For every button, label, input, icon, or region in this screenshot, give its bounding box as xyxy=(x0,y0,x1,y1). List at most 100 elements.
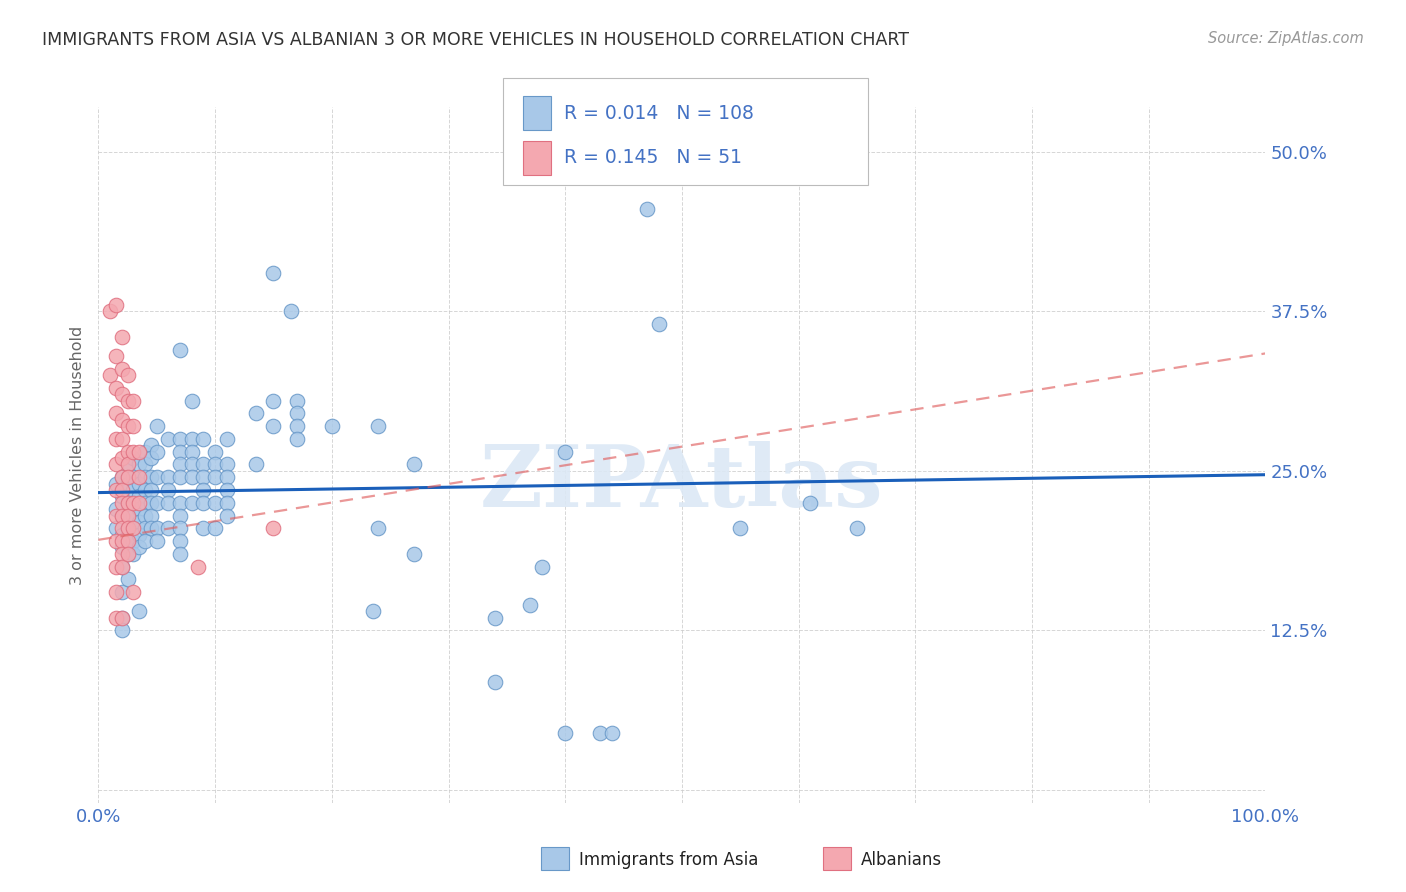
Point xyxy=(111,585,134,599)
Point xyxy=(122,419,145,434)
Point xyxy=(111,508,134,523)
Point xyxy=(117,521,139,535)
Point xyxy=(111,387,134,401)
Point xyxy=(104,432,127,446)
Point xyxy=(122,534,145,549)
Point xyxy=(117,534,139,549)
Point xyxy=(180,496,202,510)
Point xyxy=(111,559,134,574)
Point xyxy=(484,610,506,624)
Point xyxy=(117,470,139,484)
Point xyxy=(117,393,139,408)
Point xyxy=(122,496,145,510)
Point xyxy=(285,419,308,434)
Text: Albanians: Albanians xyxy=(860,851,942,869)
Point xyxy=(104,349,127,363)
Point xyxy=(117,444,139,458)
Point xyxy=(117,508,139,523)
Point xyxy=(180,444,202,458)
Point xyxy=(111,541,134,555)
Point xyxy=(285,393,308,408)
Point xyxy=(647,317,669,331)
Point xyxy=(111,534,134,549)
Point xyxy=(117,547,139,561)
Point xyxy=(134,483,156,497)
Point xyxy=(117,573,139,587)
Text: R = 0.014   N = 108: R = 0.014 N = 108 xyxy=(564,103,754,123)
Point xyxy=(285,432,308,446)
Point xyxy=(117,547,139,561)
Point xyxy=(111,610,134,624)
Point xyxy=(262,419,284,434)
Point xyxy=(169,432,191,446)
Point xyxy=(402,547,425,561)
Point xyxy=(204,470,226,484)
Point xyxy=(128,496,150,510)
Point xyxy=(122,547,145,561)
Point xyxy=(146,496,169,510)
Point xyxy=(157,432,180,446)
Point xyxy=(104,381,127,395)
Point xyxy=(98,304,121,318)
Point xyxy=(215,496,238,510)
Point xyxy=(169,343,191,357)
Point xyxy=(111,483,134,497)
Point xyxy=(139,483,162,497)
Point xyxy=(215,483,238,497)
Point xyxy=(280,304,302,318)
Point xyxy=(111,624,134,638)
Point xyxy=(157,521,180,535)
Point xyxy=(139,496,162,510)
Point xyxy=(104,521,127,535)
Point xyxy=(361,604,384,618)
Point xyxy=(104,502,127,516)
Point xyxy=(134,458,156,472)
Point xyxy=(104,298,127,312)
Point xyxy=(128,490,150,504)
Point xyxy=(134,444,156,458)
Point xyxy=(134,521,156,535)
Point xyxy=(157,470,180,484)
Point xyxy=(262,266,284,280)
Point xyxy=(104,534,127,549)
Point xyxy=(215,432,238,446)
Point xyxy=(111,361,134,376)
Point xyxy=(128,470,150,484)
Point xyxy=(204,521,226,535)
Point xyxy=(146,534,169,549)
Point xyxy=(636,202,658,216)
Point xyxy=(554,725,576,739)
Point xyxy=(104,483,127,497)
Point xyxy=(193,432,215,446)
Point xyxy=(134,534,156,549)
Point xyxy=(117,496,139,510)
Point xyxy=(799,496,821,510)
Point xyxy=(98,368,121,383)
Point xyxy=(111,508,134,523)
Point xyxy=(204,458,226,472)
Point xyxy=(117,458,139,472)
Point xyxy=(104,585,127,599)
Point xyxy=(104,406,127,420)
Point xyxy=(139,521,162,535)
Point xyxy=(117,521,139,535)
Point xyxy=(530,559,553,574)
Text: IMMIGRANTS FROM ASIA VS ALBANIAN 3 OR MORE VEHICLES IN HOUSEHOLD CORRELATION CHA: IMMIGRANTS FROM ASIA VS ALBANIAN 3 OR MO… xyxy=(42,31,910,49)
Point xyxy=(367,521,389,535)
Text: ZIPAtlas: ZIPAtlas xyxy=(479,441,884,524)
Point xyxy=(117,419,139,434)
Point xyxy=(169,470,191,484)
Point xyxy=(111,490,134,504)
Point xyxy=(484,674,506,689)
Point xyxy=(111,559,134,574)
Point xyxy=(321,419,343,434)
Point xyxy=(128,541,150,555)
Point xyxy=(169,521,191,535)
Point xyxy=(117,368,139,383)
Point xyxy=(122,521,145,535)
Point xyxy=(146,419,169,434)
Point xyxy=(139,451,162,466)
Point xyxy=(193,496,215,510)
Point xyxy=(128,476,150,491)
Point xyxy=(128,604,150,618)
